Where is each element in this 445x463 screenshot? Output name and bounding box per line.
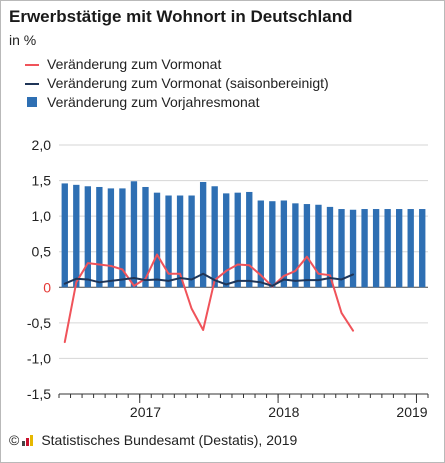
y-tick-label: 0 [43, 279, 51, 295]
bar [349, 209, 357, 288]
y-tick-label: 0,5 [32, 244, 52, 260]
bar [280, 200, 288, 288]
x-year-label: 2018 [268, 404, 299, 420]
legend-swatch-navy-line-icon [25, 83, 39, 85]
bar [257, 200, 264, 288]
bar [407, 209, 414, 288]
source-line: © Statistisches Bundesamt (Destatis), 20… [9, 432, 297, 448]
bar [396, 209, 403, 288]
bar [384, 209, 391, 288]
legend-item-vormonat: Veränderung zum Vormonat [25, 56, 329, 75]
bar [142, 186, 149, 288]
chart-title: Erwerbstätige mit Wohnort in Deutschland [9, 7, 353, 26]
y-tick-label: -1,5 [27, 386, 51, 402]
bar [165, 195, 172, 288]
legend-swatch-blue-bar-icon [27, 97, 37, 107]
y-tick-label: 1,5 [32, 173, 52, 189]
bar [199, 181, 207, 288]
legend-item-vorjahresmonat: Veränderung zum Vorjahresmonat [25, 94, 329, 113]
x-year-label: 2019 [396, 404, 427, 420]
bar [246, 191, 253, 288]
bar [211, 186, 218, 288]
bar [73, 184, 80, 288]
bar [61, 183, 68, 288]
y-tick-label: -0,5 [27, 315, 51, 331]
bar [292, 203, 299, 288]
legend-label: Veränderung zum Vormonat [47, 56, 222, 72]
destatis-logo-icon [22, 434, 36, 446]
legend-item-saisonbereinigt: Veränderung zum Vormonat (saisonbereinig… [25, 75, 329, 94]
series-line-saisonbereinigt [63, 272, 355, 287]
legend: Veränderung zum Vormonat Veränderung zum… [25, 56, 329, 113]
bar [315, 204, 322, 288]
copyright-symbol: © [9, 432, 20, 448]
bar [223, 193, 230, 288]
bar [338, 209, 345, 288]
bar [419, 209, 426, 288]
bar [153, 192, 161, 288]
unit-label: in % [9, 32, 37, 48]
bar [372, 209, 380, 288]
bar [234, 192, 241, 288]
bar [130, 181, 138, 288]
y-tick-label: 1,0 [32, 208, 52, 224]
bar [176, 195, 184, 288]
y-tick-label: -1,0 [27, 350, 51, 366]
bar [303, 204, 311, 288]
bar [188, 195, 195, 288]
legend-swatch-red-line-icon [25, 64, 39, 66]
legend-label: Veränderung zum Vormonat (saisonbereinig… [47, 75, 329, 91]
y-tick-label: 2,0 [32, 137, 52, 153]
source-text: Statistisches Bundesamt (Destatis), 2019 [41, 432, 298, 448]
bar [119, 188, 126, 288]
series-line-vormonat [63, 253, 355, 344]
legend-label: Veränderung zum Vorjahresmonat [47, 94, 260, 110]
x-year-label: 2017 [130, 404, 161, 420]
chart-plot: 2,0 1,5 1,0 0,5 0 -0,5 -1,0 -1,5 2017 2018 2019 [27, 137, 429, 420]
bar [326, 206, 334, 288]
bar [107, 188, 115, 288]
bar [84, 186, 91, 288]
bar [269, 201, 276, 288]
bar [361, 209, 368, 288]
bar [96, 186, 103, 288]
